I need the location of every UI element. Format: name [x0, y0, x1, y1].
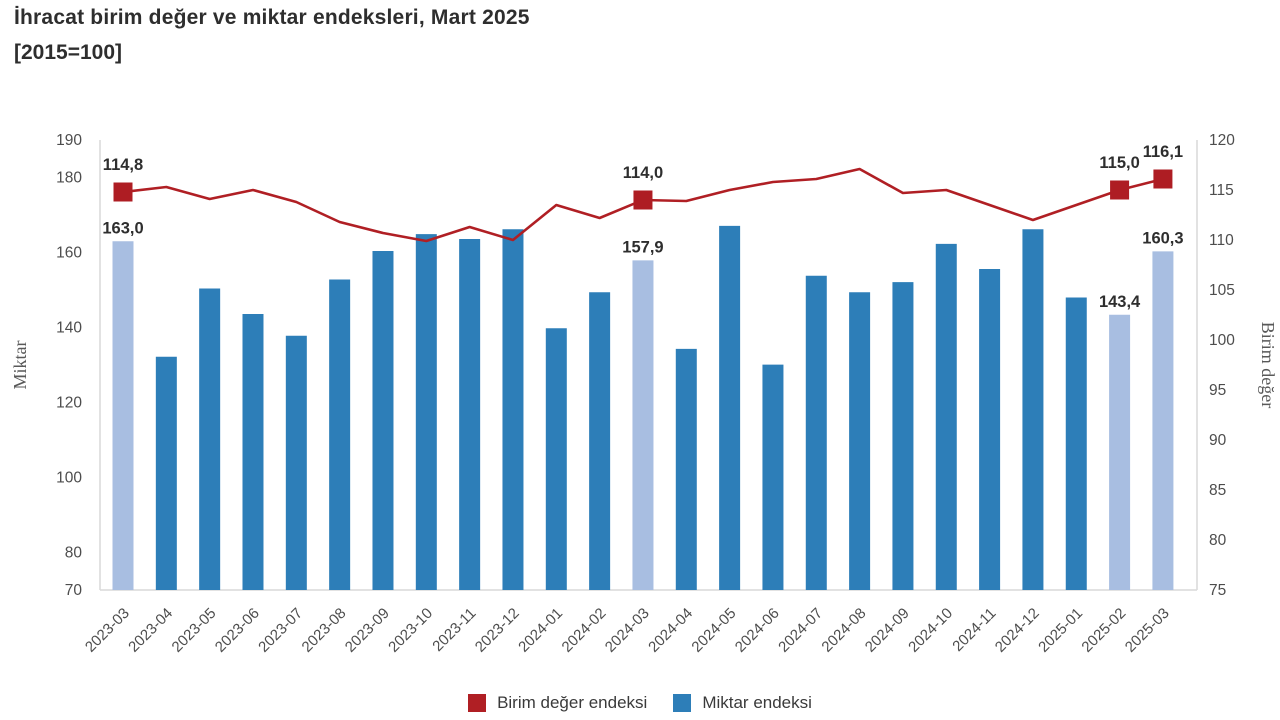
right-axis-tick: 75	[1209, 582, 1226, 599]
bar-2025-01	[1065, 297, 1087, 590]
line-value-label-2023-03: 114,8	[103, 156, 143, 174]
x-axis-label: 2023-07	[255, 605, 306, 656]
x-axis-label: 2025-03	[1122, 605, 1173, 656]
bar-2024-02	[589, 292, 611, 590]
legend-item-unit-value-index[interactable]: Birim değer endeksi	[468, 693, 647, 713]
x-axis-label: 2024-07	[775, 605, 826, 656]
bar-2024-03	[632, 260, 654, 590]
bar-2024-05	[719, 225, 741, 590]
bar-2024-10	[935, 243, 957, 590]
line-marker-2023-03	[113, 182, 133, 202]
x-axis-label: 2023-04	[125, 605, 176, 656]
x-axis-label: 2024-04	[645, 605, 696, 656]
right-axis-tick: 120	[1209, 132, 1235, 149]
bar-2023-05	[199, 288, 221, 590]
chart-header: İhracat birim değer ve miktar endeksleri…	[14, 6, 530, 65]
left-axis-tick: 100	[56, 470, 82, 487]
x-axis-label: 2024-08	[818, 605, 869, 656]
bar-value-label-2024-03: 157,9	[622, 238, 663, 256]
bar-2024-01	[545, 328, 567, 590]
x-axis-label: 2023-11	[429, 605, 479, 655]
bar-2023-06	[242, 314, 264, 590]
bar-2023-07	[285, 335, 307, 590]
chart-subtitle: [2015=100]	[14, 41, 123, 64]
left-axis-title: Miktar	[10, 341, 30, 390]
bar-2024-09	[892, 282, 914, 590]
combo-chart: 190 180 160 140 120 100 80 70 120 115 110 105 100 95 9…	[10, 132, 1278, 656]
x-axis-label: 2023-12	[472, 605, 523, 656]
right-axis-tick: 95	[1209, 382, 1226, 399]
bar-2025-02	[1109, 314, 1131, 590]
bar-2024-12	[1022, 229, 1044, 590]
x-axis-label: 2024-12	[992, 605, 1043, 656]
bar-2025-03	[1152, 251, 1174, 590]
left-axis-tick: 80	[65, 545, 83, 562]
bar-2023-03	[112, 241, 134, 590]
bar-value-label-2025-03: 160,3	[1142, 229, 1183, 247]
right-axis-tick: 105	[1209, 282, 1235, 299]
bar-2023-12	[502, 229, 524, 590]
line-value-label-2024-03: 114,0	[623, 164, 663, 182]
x-axis-label: 2023-05	[169, 605, 220, 656]
right-axis-tick: 90	[1209, 432, 1227, 449]
bar-value-label-2023-03: 163,0	[102, 219, 143, 237]
right-axis-tick: 110	[1209, 232, 1234, 249]
x-axis-label: 2023-06	[212, 605, 263, 656]
line-marker-2024-03	[633, 190, 653, 210]
right-axis-tick: 100	[1209, 332, 1235, 349]
line-value-label-2025-03: 116,1	[1143, 143, 1183, 161]
x-axis-label: 2025-01	[1035, 605, 1086, 656]
right-axis-title: Birim değer	[1258, 322, 1278, 408]
bar-2024-08	[849, 292, 871, 590]
chart-title: İhracat birim değer ve miktar endeksleri…	[14, 6, 530, 29]
bar-2023-11	[459, 239, 481, 590]
bar-2024-06	[762, 364, 784, 590]
bar-2024-11	[979, 269, 1001, 590]
x-axis-label: 2023-08	[299, 605, 350, 656]
quantity-swatch	[673, 694, 692, 712]
x-axis-label: 2024-11	[949, 605, 999, 655]
left-axis-tick: 120	[56, 395, 82, 412]
right-axis-tick: 85	[1209, 482, 1226, 499]
line-marker-2025-02	[1110, 180, 1130, 200]
bar-2024-07	[805, 275, 827, 590]
left-axis-tick: 70	[65, 582, 83, 599]
right-axis-tick: 80	[1209, 532, 1227, 549]
right-axis-tick: 115	[1209, 182, 1234, 199]
x-axis-label: 2024-10	[905, 605, 956, 656]
x-axis-label: 2024-02	[559, 605, 610, 656]
x-axis-label: 2024-09	[862, 605, 913, 656]
x-axis-label: 2024-06	[732, 605, 783, 656]
line-marker-2025-03	[1153, 169, 1173, 189]
left-axis-tick: 190	[56, 132, 82, 149]
x-axis-label: 2023-10	[385, 605, 436, 656]
left-axis-tick: 180	[56, 170, 82, 187]
bar-2023-04	[155, 356, 177, 590]
x-axis-label: 2024-05	[688, 605, 739, 656]
bar-2023-09	[372, 251, 394, 590]
left-axis-tick: 140	[56, 320, 82, 337]
unit-value-swatch	[468, 694, 487, 712]
left-axis-tick: 160	[56, 245, 82, 262]
legend-item-quantity-index[interactable]: Miktar endeksi	[673, 693, 812, 713]
x-axis-label: 2023-03	[82, 605, 133, 656]
chart-legend: Birim değer endeksi Miktar endeksi	[0, 691, 1280, 715]
x-axis-label: 2024-01	[515, 605, 566, 656]
x-axis-label: 2025-02	[1078, 605, 1129, 656]
bar-2023-08	[329, 279, 351, 590]
legend-label-quantity: Miktar endeksi	[702, 693, 812, 712]
bar-2023-10	[415, 234, 437, 590]
line-value-label-2025-02: 115,0	[1099, 154, 1139, 172]
bar-value-label-2025-02: 143,4	[1099, 293, 1141, 311]
legend-label-unit-value: Birim değer endeksi	[497, 693, 648, 712]
x-axis-label: 2023-09	[342, 605, 393, 656]
x-axis-label: 2024-03	[602, 605, 653, 656]
bar-2024-04	[675, 348, 697, 590]
